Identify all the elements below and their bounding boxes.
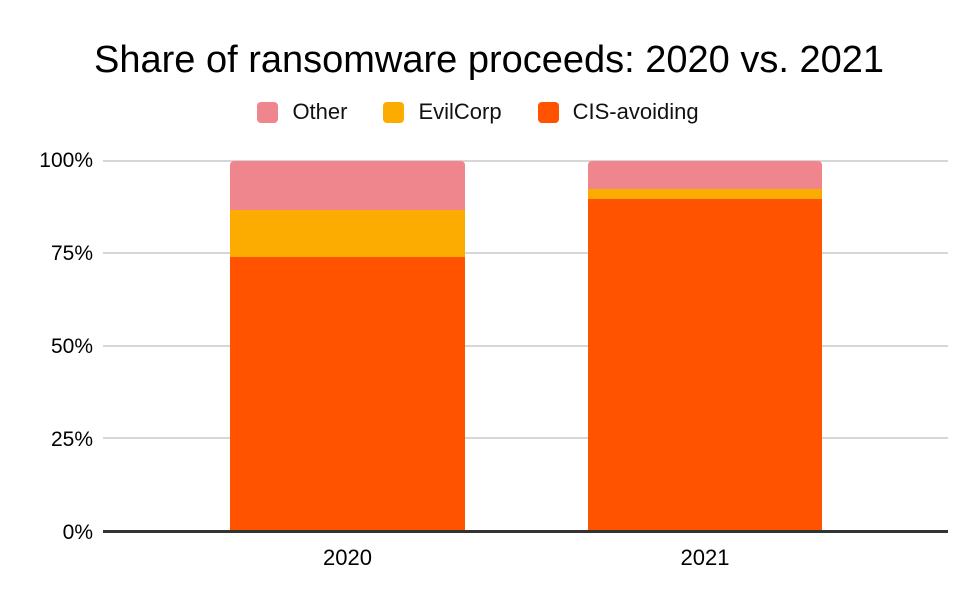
legend-label: CIS-avoiding <box>572 99 699 124</box>
chart-legend: Other EvilCorp CIS-avoiding <box>0 98 956 126</box>
gridline <box>103 252 948 255</box>
gridline <box>103 436 948 439</box>
legend-item-evilcorp: EvilCorp <box>383 99 502 125</box>
chart-title: Share of ransomware proceeds: 2020 vs. 2… <box>93 39 885 81</box>
bar-2021 <box>588 161 822 530</box>
bar-segment-other <box>588 161 822 190</box>
y-tick-label: 100% <box>39 149 93 172</box>
bar-segment-other <box>230 161 465 211</box>
legend-item-cis-avoiding: CIS-avoiding <box>537 99 699 125</box>
plot-area <box>103 160 948 533</box>
y-tick-label: 75% <box>50 242 93 265</box>
x-axis: 2020 2021 <box>103 545 948 575</box>
legend-swatch-cis-avoiding <box>537 101 559 123</box>
legend-swatch-other <box>257 101 279 123</box>
y-tick-label: 0% <box>62 521 93 544</box>
bar-2020 <box>230 161 465 530</box>
bar-segment-cis-avoiding <box>230 257 465 530</box>
gridline <box>103 160 948 162</box>
y-tick-label: 50% <box>50 335 93 358</box>
legend-swatch-evilcorp <box>383 101 405 123</box>
y-axis: 100% 75% 50% 25% 0% <box>0 150 93 544</box>
bar-segment-evilcorp <box>230 210 465 258</box>
legend-label: EvilCorp <box>418 99 502 124</box>
gridline <box>103 344 948 347</box>
legend-label: Other <box>292 99 348 124</box>
bar-segment-evilcorp <box>588 189 822 199</box>
x-tick-label: 2021 <box>680 545 730 570</box>
y-tick-label: 25% <box>50 428 93 451</box>
legend-item-other: Other <box>257 99 347 125</box>
x-tick-label: 2020 <box>323 545 372 570</box>
bar-segment-cis-avoiding <box>588 198 822 530</box>
